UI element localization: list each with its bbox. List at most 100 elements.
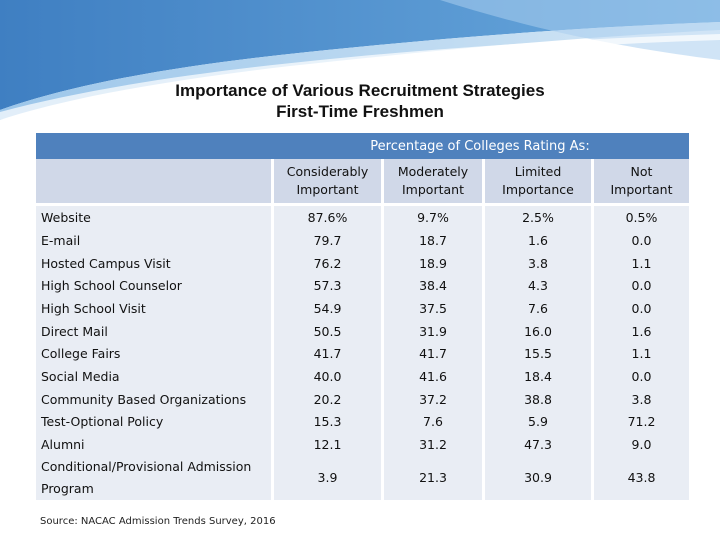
page-title: Importance of Various Recruitment Strate…	[0, 80, 720, 122]
row-label-text: E-mail	[41, 232, 81, 248]
row-label: Website	[36, 206, 271, 229]
table-cell: 21.3	[381, 455, 482, 500]
table-cell: 87.6%	[271, 206, 381, 229]
column-header-line: Importance	[502, 182, 574, 197]
table-cell: 41.7	[381, 342, 482, 366]
table-cell: 7.6	[381, 410, 482, 434]
table-cell: 7.6	[482, 297, 591, 320]
group-header: Percentage of Colleges Rating As:	[271, 133, 689, 159]
recruitment-strategies-table: Percentage of Colleges Rating As: Consid…	[36, 133, 689, 500]
table-cell: 41.7	[271, 342, 381, 366]
table-cell: 0.0	[591, 229, 689, 252]
table-cell: 43.8	[591, 455, 689, 500]
table-cell: 15.3	[271, 410, 381, 434]
row-label-text: Hosted Campus Visit	[41, 255, 171, 271]
row-label: High School Visit	[36, 297, 271, 320]
row-label: Community Based Organizations	[36, 387, 271, 411]
table-cell: 18.7	[381, 229, 482, 252]
column-header-limited-importance: Limited Importance	[482, 159, 591, 206]
table-cell: 16.0	[482, 319, 591, 343]
table-cell: 57.3	[271, 274, 381, 298]
table-cell: 38.8	[482, 387, 591, 411]
table-cell: 76.2	[271, 251, 381, 275]
source-note: Source: NACAC Admission Trends Survey, 2…	[40, 516, 276, 527]
header-blank-cell	[36, 133, 271, 159]
row-label-text: Direct Mail	[41, 323, 108, 339]
table-cell: 30.9	[482, 455, 591, 500]
table-cell: 41.6	[381, 365, 482, 388]
table-cell: 0.0	[591, 297, 689, 320]
table-row: Website 87.6% 9.7% 2.5% 0.5%	[36, 206, 689, 229]
table-cell: 3.8	[482, 251, 591, 275]
decorative-wave-banner	[0, 0, 720, 120]
row-label-text: Website	[41, 210, 91, 225]
table-cell: 18.4	[482, 365, 591, 388]
table-cell: 9.7%	[381, 206, 482, 229]
table-cell: 79.7	[271, 229, 381, 252]
table-row: Alumni 12.1 31.2 47.3 9.0	[36, 433, 689, 456]
column-header-line: Important	[296, 182, 359, 197]
title-line-1: Importance of Various Recruitment Strate…	[175, 81, 545, 100]
table-cell: 40.0	[271, 365, 381, 388]
table-cell: 0.0	[591, 365, 689, 388]
table-cell: 9.0	[591, 433, 689, 456]
table-cell: 0.0	[591, 274, 689, 298]
row-label-text: Social Media	[41, 368, 120, 384]
column-header-line: Not	[630, 164, 653, 179]
row-label: College Fairs	[36, 342, 271, 366]
column-header-line: Important	[610, 182, 673, 197]
column-header-line: Limited	[514, 164, 562, 179]
row-label: E-mail	[36, 229, 271, 252]
row-label-text: Alumni	[41, 437, 85, 453]
column-header-moderately-important: Moderately Important	[381, 159, 482, 206]
column-header-considerably-important: Considerably Important	[271, 159, 381, 206]
row-label-text: High School Visit	[41, 300, 146, 316]
table-cell: 12.1	[271, 433, 381, 456]
row-label: Hosted Campus Visit	[36, 251, 271, 275]
column-header-row: Considerably Important Moderately Import…	[36, 159, 689, 206]
table-row: Social Media 40.0 41.6 18.4 0.0	[36, 365, 689, 388]
table-cell: 54.9	[271, 297, 381, 320]
table-row: Hosted Campus Visit 76.2 18.9 3.8 1.1	[36, 251, 689, 275]
table-cell: 15.5	[482, 342, 591, 366]
table-row: High School Counselor 57.3 38.4 4.3 0.0	[36, 274, 689, 298]
row-label-text: High School Counselor	[41, 278, 182, 294]
table-cell: 1.1	[591, 251, 689, 275]
column-header-line: Important	[402, 182, 464, 197]
row-label: Conditional/Provisional Admission Program	[36, 455, 271, 500]
row-label: Social Media	[36, 365, 271, 388]
table-row: College Fairs 41.7 41.7 15.5 1.1	[36, 342, 689, 366]
table-cell: 3.9	[271, 455, 381, 500]
column-header-blank	[36, 159, 271, 206]
group-header-row: Percentage of Colleges Rating As:	[36, 133, 689, 159]
table-cell: 20.2	[271, 387, 381, 411]
table-cell: 38.4	[381, 274, 482, 298]
table-row: Conditional/Provisional Admission Program…	[36, 455, 689, 500]
table-cell: 0.5%	[591, 206, 689, 229]
table-cell: 1.6	[591, 319, 689, 343]
table-cell: 1.6	[482, 229, 591, 252]
table-body: Website 87.6% 9.7% 2.5% 0.5% E-mail 79.7 18.7 1.…	[36, 206, 689, 500]
column-header-line: Moderately	[397, 164, 469, 179]
table-cell: 5.9	[482, 410, 591, 434]
table-row: Community Based Organizations 20.2 37.2 38.…	[36, 387, 689, 411]
table-row: Direct Mail 50.5 31.9 16.0 1.6	[36, 319, 689, 343]
table-cell: 1.1	[591, 342, 689, 366]
table-row: Test-Optional Policy 15.3 7.6 5.9 71.2	[36, 410, 689, 434]
table-row: E-mail 79.7 18.7 1.6 0.0	[36, 229, 689, 252]
title-line-2: First-Time Freshmen	[276, 102, 444, 121]
table-cell: 37.2	[381, 387, 482, 411]
table-cell: 31.2	[381, 433, 482, 456]
table-cell: 4.3	[482, 274, 591, 298]
table-cell: 2.5%	[482, 206, 591, 229]
row-label: High School Counselor	[36, 274, 271, 298]
table-cell: 3.8	[591, 387, 689, 411]
table-cell: 31.9	[381, 319, 482, 343]
table-cell: 37.5	[381, 297, 482, 320]
row-label-text: Conditional/Provisional Admission	[41, 458, 252, 474]
row-label-text: Test-Optional Policy	[41, 414, 164, 430]
row-label-text: Community Based Organizations	[41, 391, 247, 407]
column-header-line: Considerably	[286, 164, 369, 179]
table-cell: 50.5	[271, 319, 381, 343]
table-cell: 47.3	[482, 433, 591, 456]
